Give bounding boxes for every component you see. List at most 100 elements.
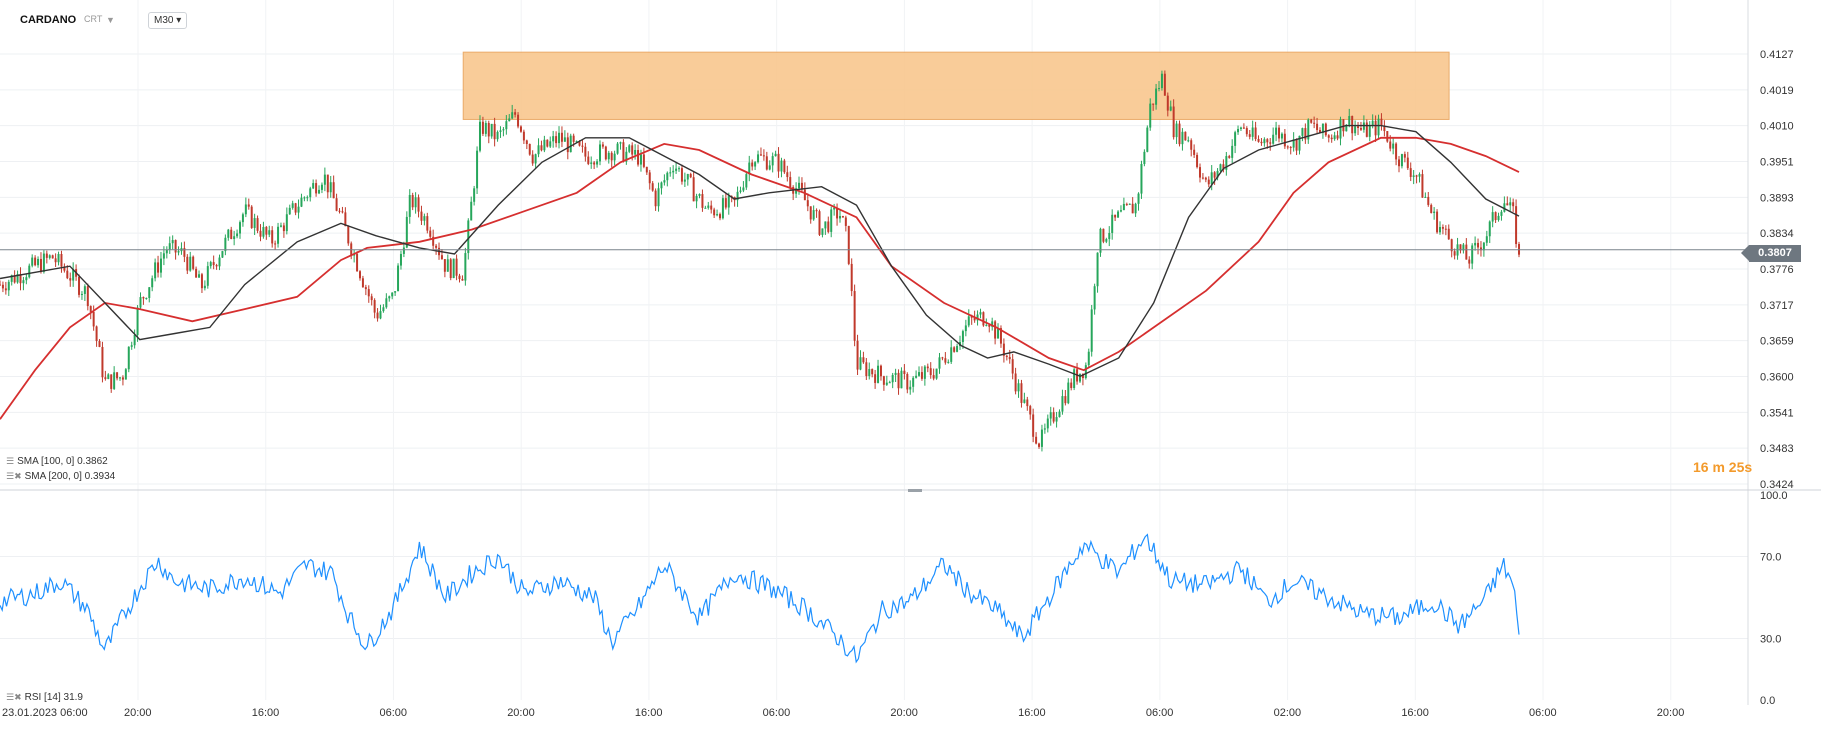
candle-body-up <box>563 137 566 142</box>
candle-body-down <box>1441 227 1444 229</box>
candle-body-down <box>850 263 853 292</box>
candle-body-down <box>856 340 859 370</box>
candle-body-up <box>1134 203 1137 214</box>
sma-layer <box>0 124 1520 420</box>
candle-body-down <box>932 375 935 379</box>
candle-body-down <box>783 160 786 173</box>
candle-body-down <box>101 346 104 378</box>
candle-body-down <box>584 146 587 157</box>
candle-body-down <box>546 139 549 147</box>
candle-body-down <box>66 270 69 279</box>
candle-body-down <box>1242 127 1245 129</box>
candle-body-down <box>1406 157 1409 169</box>
candle-body-down <box>751 162 754 167</box>
candle-body-up <box>297 206 300 213</box>
candle-body-up <box>490 123 493 137</box>
candle-body-down <box>1198 167 1201 178</box>
rsi-legend[interactable]: ☰✖ RSI [14] 31.9 <box>6 692 83 703</box>
chevron-down-icon[interactable]: ▼ <box>106 15 115 25</box>
candle-body-up <box>118 377 121 379</box>
candle-body-down <box>435 245 438 248</box>
candle-body-down <box>256 218 259 231</box>
candle-body-up <box>7 281 10 291</box>
candle-body-down <box>1196 154 1199 168</box>
candle-body-up <box>1023 399 1026 403</box>
candle-body-down <box>906 374 909 390</box>
candle-body-down <box>522 131 525 141</box>
candle-body-up <box>1105 239 1108 242</box>
rsi-axis: 100.0 70.0 30.0 0.0 <box>1760 490 1788 707</box>
candle-body-down <box>1289 146 1292 148</box>
candle-body-down <box>1005 355 1008 358</box>
candle-body-down <box>417 197 420 212</box>
candle-body-up <box>1345 124 1348 132</box>
candle-body-up <box>675 168 678 171</box>
candle-body-up <box>312 183 315 189</box>
time-tick-label: 23.01.2023 06:00 <box>2 707 88 719</box>
candle-body-up <box>888 382 891 384</box>
panel-separator[interactable] <box>0 489 1821 492</box>
candle-body-up <box>309 188 312 198</box>
price-tick-label: 0.4019 <box>1760 85 1794 97</box>
candle-body-up <box>107 374 110 379</box>
time-tick-label: 06:00 <box>1146 707 1174 719</box>
list-close-icon[interactable]: ☰✖ <box>6 471 22 481</box>
list-close-icon[interactable]: ☰✖ <box>6 692 22 702</box>
candle-body-down <box>1008 357 1011 360</box>
resistance-zone-layer <box>462 51 1450 120</box>
candle-body-down <box>903 370 906 375</box>
candle-body-down <box>879 365 882 377</box>
candle-body-up <box>1292 139 1295 148</box>
candle-body-up <box>1500 211 1503 216</box>
sma100-legend[interactable]: ☰ SMA [100, 0] 0.3862 <box>6 456 108 467</box>
candle-body-up <box>1471 245 1474 264</box>
candle-body-down <box>882 376 885 385</box>
candle-body-up <box>464 253 467 281</box>
candles-layer <box>0 70 1521 452</box>
candle-body-up <box>935 368 938 379</box>
candle-body-down <box>0 284 1 286</box>
candle-body-down <box>34 257 37 266</box>
candle-body-down <box>572 135 575 142</box>
candle-body-up <box>625 151 628 162</box>
candle-body-down <box>853 291 856 341</box>
candle-body-down <box>555 136 558 144</box>
candle-body-up <box>961 331 964 343</box>
candle-body-down <box>862 357 865 363</box>
candle-body-down <box>1184 131 1187 141</box>
candle-body-down <box>762 155 765 157</box>
candle-body-up <box>979 312 982 315</box>
candle-body-up <box>891 374 894 383</box>
candle-body-up <box>1122 203 1125 211</box>
candle-body-down <box>1365 122 1368 137</box>
candle-body-up <box>1225 156 1228 170</box>
candle-body-up <box>1187 140 1190 142</box>
candle-body-down <box>1152 103 1155 105</box>
candle-body-up <box>663 180 666 183</box>
rsi-value: 31.9 <box>63 692 83 703</box>
candle-body-down <box>622 142 625 162</box>
candle-body-up <box>1040 429 1043 447</box>
list-eye-icon[interactable]: ☰ <box>6 456 15 466</box>
candle-body-up <box>478 121 481 151</box>
candle-body-down <box>1269 142 1272 144</box>
candle-body-up <box>534 154 537 164</box>
sma200-legend[interactable]: ☰✖ SMA [200, 0] 0.3934 <box>6 471 115 482</box>
candle-body-up <box>499 130 502 132</box>
candle-body-up <box>1099 228 1102 253</box>
candle-body-down <box>1374 120 1377 136</box>
timeframe-selector[interactable]: M30 ▾ <box>148 12 188 29</box>
sma100-line <box>0 124 1520 378</box>
candle-body-down <box>1020 383 1023 403</box>
candle-body-down <box>45 253 48 258</box>
candle-body-up <box>224 237 227 252</box>
candle-body-down <box>1512 202 1515 207</box>
candle-body-up <box>967 316 970 326</box>
candle-body-up <box>956 346 959 352</box>
candle-body-down <box>540 145 543 151</box>
candle-body-down <box>581 145 584 147</box>
candle-body-up <box>923 366 926 379</box>
candle-body-up <box>446 259 449 272</box>
candle-body-down <box>1125 203 1128 205</box>
